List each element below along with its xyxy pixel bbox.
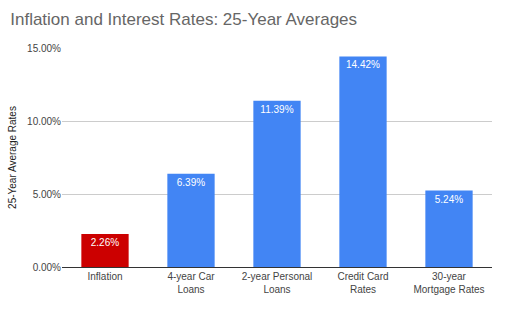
svg-text:5.00%: 5.00% (33, 189, 61, 200)
svg-text:0.00%: 0.00% (33, 262, 61, 273)
svg-text:5.24%: 5.24% (435, 194, 463, 205)
svg-text:4-year CarLoans: 4-year CarLoans (167, 271, 215, 295)
svg-text:11.39%: 11.39% (260, 104, 293, 115)
svg-text:Inflation: Inflation (87, 271, 122, 282)
svg-text:Inflation and Interest Rates:: Inflation and Interest Rates: 25-Year Av… (10, 10, 357, 29)
svg-text:14.42%: 14.42% (346, 59, 380, 70)
svg-text:2.26%: 2.26% (91, 237, 119, 248)
svg-text:15.00%: 15.00% (27, 43, 61, 54)
svg-text:10.00%: 10.00% (27, 116, 61, 127)
svg-text:30-yearMortgage Rates: 30-yearMortgage Rates (413, 271, 484, 295)
svg-text:2-year PersonalLoans: 2-year PersonalLoans (242, 271, 313, 295)
svg-text:Credit CardRates: Credit CardRates (337, 271, 388, 295)
svg-text:25-Year Average Rates: 25-Year Average Rates (7, 106, 18, 209)
svg-text:6.39%: 6.39% (177, 177, 205, 188)
